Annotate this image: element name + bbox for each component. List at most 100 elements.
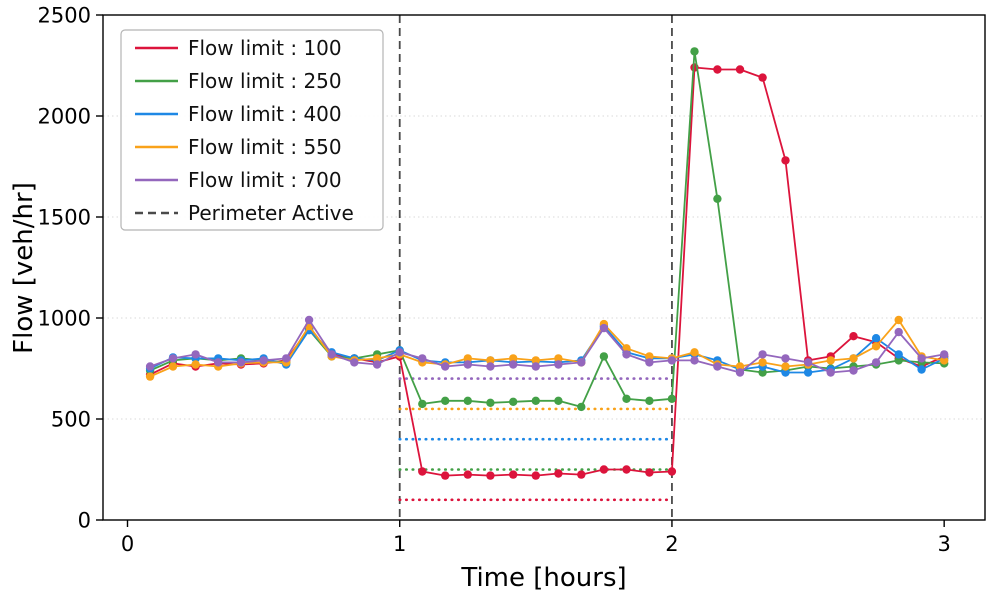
- data-point: [463, 396, 472, 405]
- data-point: [758, 358, 767, 367]
- x-axis-label: Time [hours]: [460, 563, 626, 593]
- data-point: [145, 372, 155, 381]
- data-point: [940, 350, 949, 359]
- data-point: [622, 344, 631, 353]
- data-point: [713, 362, 722, 371]
- data-point: [259, 356, 268, 365]
- data-point: [667, 467, 677, 476]
- data-point: [350, 358, 359, 367]
- data-point: [554, 360, 563, 369]
- data-point: [735, 65, 745, 74]
- data-point: [463, 354, 472, 363]
- data-point: [894, 356, 903, 365]
- data-point: [622, 394, 631, 403]
- data-point: [168, 362, 178, 371]
- data-point: [667, 394, 677, 403]
- data-point: [690, 47, 699, 56]
- data-point: [304, 315, 314, 325]
- data-point: [940, 356, 949, 365]
- legend-item-label: Flow limit : 250: [188, 69, 342, 93]
- data-point: [577, 470, 586, 479]
- data-point: [871, 358, 881, 367]
- data-point: [735, 368, 745, 377]
- data-point: [418, 467, 427, 476]
- data-point: [554, 396, 563, 405]
- data-point: [849, 332, 858, 341]
- data-point: [577, 358, 586, 367]
- data-point: [781, 156, 790, 165]
- data-point: [894, 350, 903, 359]
- data-point: [849, 366, 858, 375]
- plot-area: 0 1 2 3 0 500 1000 1500 2000 2500 Flow limit : 100…: [38, 4, 986, 556]
- data-point: [418, 399, 427, 409]
- data-point: [645, 468, 654, 477]
- legend-item-label: Flow limit : 400: [188, 102, 342, 126]
- data-point: [236, 358, 246, 367]
- data-point: [713, 194, 722, 203]
- legend-item-label: Perimeter Active: [188, 201, 354, 225]
- data-point: [531, 471, 540, 480]
- data-point: [690, 348, 699, 357]
- data-point: [599, 465, 609, 474]
- y-tick-label: 2500: [38, 4, 91, 28]
- data-point: [894, 315, 903, 325]
- data-point: [327, 350, 336, 359]
- data-point: [781, 354, 790, 363]
- data-point: [758, 368, 767, 377]
- data-point: [871, 334, 881, 343]
- data-point: [372, 360, 382, 369]
- data-point: [781, 368, 790, 377]
- data-point: [622, 350, 631, 359]
- data-point: [441, 396, 450, 405]
- x-tick-label: 0: [121, 532, 134, 556]
- data-point: [577, 402, 586, 412]
- data-point: [486, 471, 495, 480]
- data-point: [486, 362, 495, 371]
- data-point: [531, 356, 540, 365]
- data-point: [781, 362, 790, 371]
- data-point: [599, 352, 609, 361]
- data-point: [645, 358, 654, 367]
- data-point: [645, 396, 654, 405]
- x-tick-label: 3: [937, 532, 950, 556]
- series-flow-limit-400: [145, 321, 949, 377]
- data-point: [531, 362, 540, 371]
- legend-item-label: Flow limit : 700: [188, 168, 342, 192]
- data-point: [871, 342, 881, 351]
- data-point: [282, 354, 291, 363]
- data-point: [486, 398, 495, 407]
- y-tick-label: 1500: [38, 206, 91, 230]
- data-point: [214, 358, 223, 367]
- data-point: [509, 360, 518, 369]
- legend-item-label: Flow limit : 550: [188, 135, 342, 159]
- data-point: [463, 360, 472, 369]
- y-tick-label: 500: [51, 408, 91, 432]
- data-point: [758, 350, 767, 359]
- y-tick-label: 0: [78, 509, 91, 533]
- x-tick-label: 1: [393, 532, 406, 556]
- y-axis-label: Flow [veh/hr]: [9, 182, 39, 354]
- data-point: [509, 470, 518, 479]
- data-point: [418, 354, 427, 363]
- data-point: [191, 350, 200, 359]
- data-point: [917, 354, 926, 363]
- data-point: [622, 465, 631, 474]
- plot-border: [102, 14, 986, 521]
- series-line: [149, 319, 945, 374]
- data-point: [713, 65, 722, 74]
- legend-item-label: Flow limit : 100: [188, 36, 342, 60]
- data-point: [395, 348, 404, 357]
- data-point: [554, 469, 563, 478]
- data-point: [168, 354, 178, 363]
- data-point: [758, 73, 767, 82]
- data-point: [803, 358, 813, 367]
- data-point: [509, 354, 518, 363]
- y-tick-label: 2000: [38, 105, 91, 129]
- data-point: [917, 365, 926, 374]
- y-tick-label: 1000: [38, 307, 91, 331]
- legend: Flow limit : 100 Flow limit : 250 Flow lim…: [120, 29, 384, 231]
- data-point: [826, 356, 835, 365]
- data-point: [645, 352, 654, 361]
- data-point: [554, 354, 563, 363]
